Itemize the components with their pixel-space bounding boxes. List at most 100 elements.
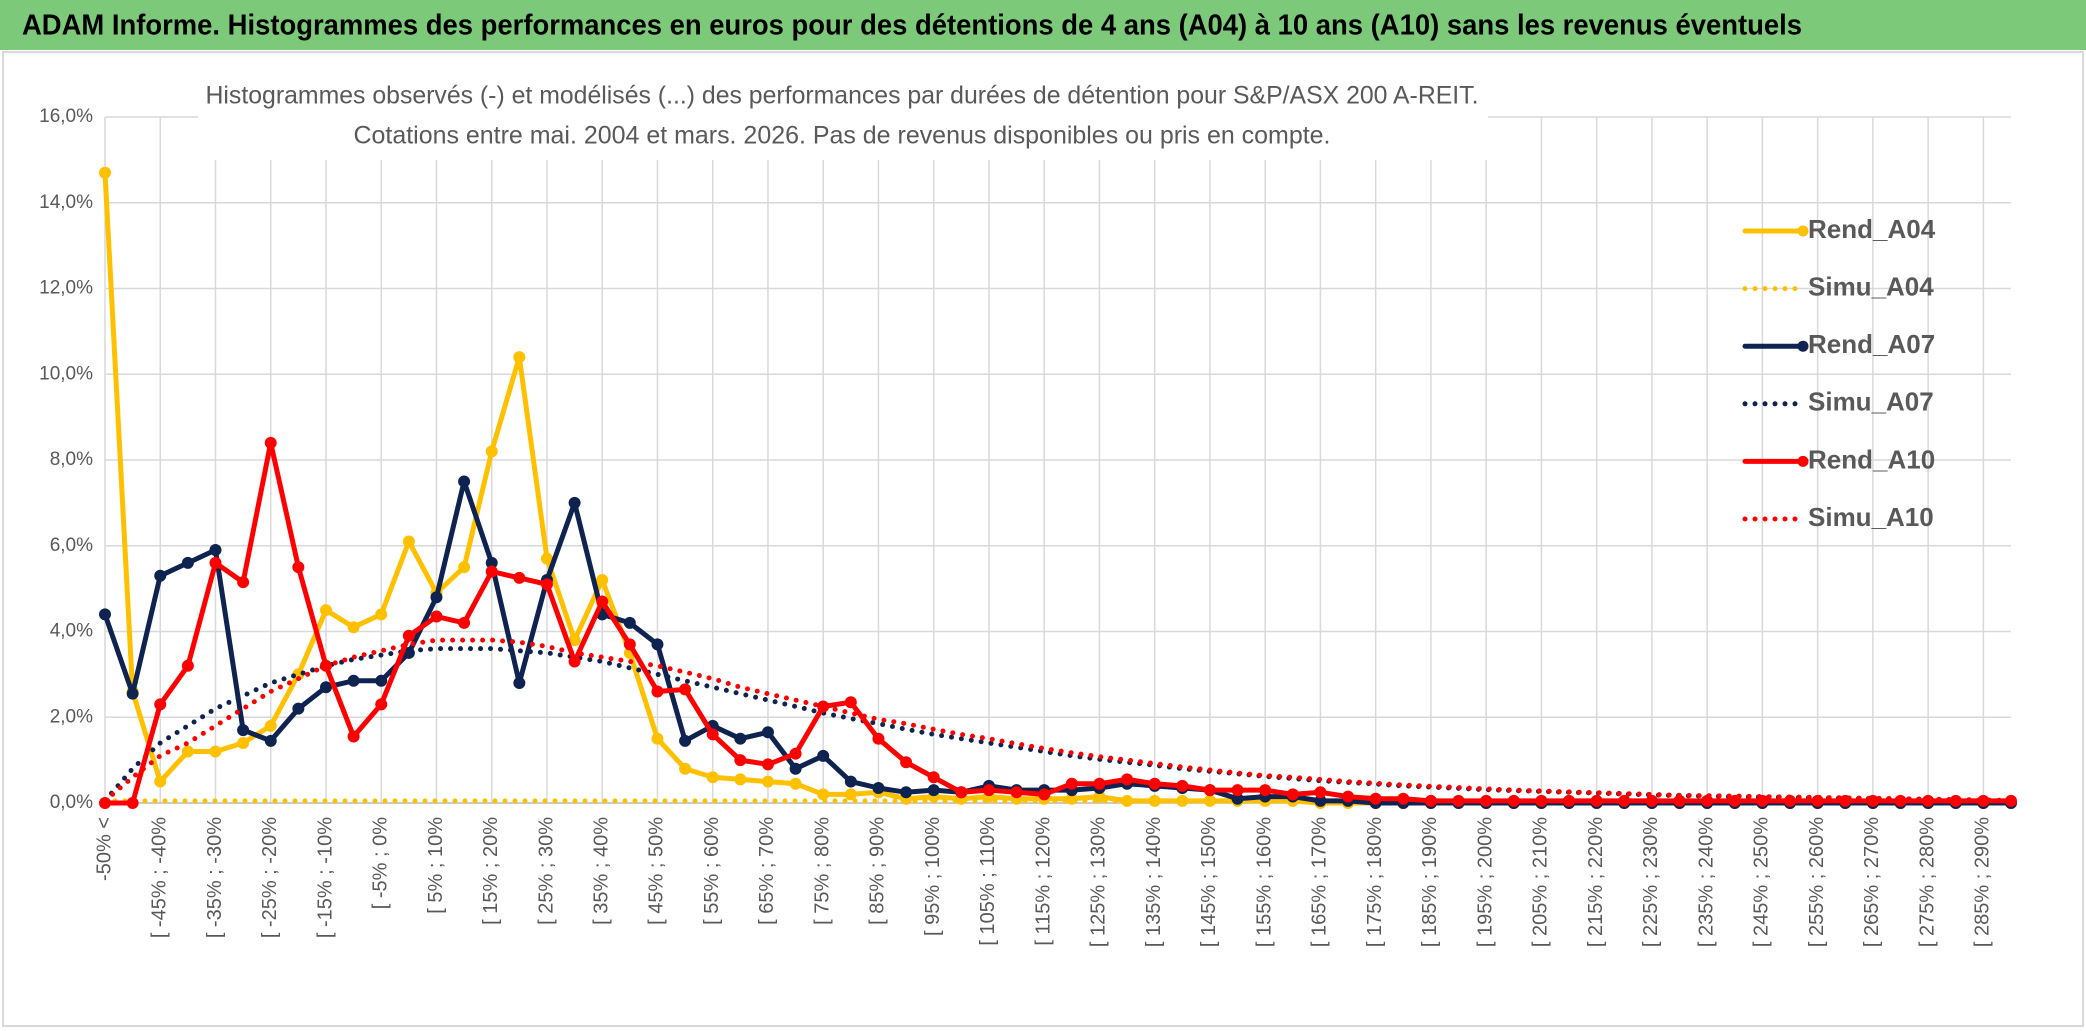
- series-line: [102, 646, 2014, 804]
- data-point: [154, 775, 167, 788]
- data-point: [292, 561, 305, 574]
- data-point: [761, 758, 774, 771]
- y-tick-label: 8,0%: [50, 449, 93, 470]
- data-point: [292, 702, 305, 715]
- data-point: [679, 762, 692, 775]
- data-point: [955, 786, 968, 799]
- data-point: [734, 732, 747, 745]
- data-point: [1728, 794, 1741, 807]
- x-tick-label: [ -35% ; -30%: [204, 817, 226, 938]
- data-point: [1203, 784, 1216, 797]
- data-point: [1148, 777, 1161, 790]
- data-point: [458, 616, 471, 629]
- data-point: [1065, 777, 1078, 790]
- x-tick-label: [ -25% ; -20%: [259, 817, 281, 938]
- x-tick-label: [ 15% ; 20%: [480, 817, 502, 925]
- data-point: [181, 659, 194, 672]
- data-point: [347, 674, 360, 687]
- x-tick-label: [ 25% ; 30%: [535, 817, 557, 925]
- data-point: [154, 569, 167, 582]
- data-point: [1480, 794, 1493, 807]
- data-point: [99, 166, 111, 179]
- data-point: [126, 687, 139, 700]
- y-tick-label: 4,0%: [50, 621, 93, 642]
- header-bar: [0, 0, 2086, 50]
- data-point: [209, 544, 222, 557]
- data-point: [513, 351, 526, 364]
- data-point: [623, 638, 636, 651]
- y-tick-label: 6,0%: [50, 535, 93, 556]
- data-point: [1259, 784, 1272, 797]
- x-tick-label: [ 175% ; 180%: [1364, 817, 1386, 947]
- data-point: [375, 674, 388, 687]
- data-point: [900, 786, 913, 799]
- data-point: [1093, 777, 1106, 790]
- x-tick-label: [ 75% ; 80%: [811, 817, 833, 925]
- data-point: [761, 775, 774, 788]
- series-line: [102, 637, 2014, 804]
- data-point: [402, 629, 415, 642]
- y-tick-label: 10,0%: [39, 363, 93, 384]
- data-point: [319, 604, 332, 617]
- x-tick-label: [ 145% ; 150%: [1198, 817, 1220, 947]
- data-point: [264, 719, 277, 732]
- data-point: [596, 574, 609, 587]
- data-point: [844, 696, 857, 709]
- legend-marker: [1797, 340, 1809, 352]
- data-point: [1397, 792, 1410, 805]
- x-tick-label: [ 265% ; 270%: [1861, 817, 1883, 947]
- data-point: [347, 730, 360, 743]
- data-point: [568, 496, 581, 509]
- data-point: [789, 762, 802, 775]
- x-tick-label: [ 275% ; 280%: [1916, 817, 1938, 947]
- legend-marker: [1797, 455, 1809, 467]
- data-point: [900, 756, 913, 769]
- data-point: [679, 683, 692, 696]
- x-tick-label: [ -15% ; -10%: [314, 817, 336, 938]
- x-tick-label: [ 205% ; 210%: [1530, 817, 1552, 947]
- x-tick-label: [ 55% ; 60%: [701, 817, 723, 925]
- x-tick-label: [ 225% ; 230%: [1640, 817, 1662, 947]
- title-background: [198, 74, 1488, 160]
- data-point: [651, 638, 664, 651]
- x-tick-label: [ 135% ; 140%: [1143, 817, 1165, 947]
- x-tick-label: -50% <: [93, 817, 115, 881]
- data-point: [99, 608, 111, 621]
- data-point: [789, 777, 802, 790]
- data-point: [1535, 794, 1548, 807]
- data-point: [1286, 788, 1299, 801]
- series-line: [102, 440, 2014, 806]
- data-point: [375, 608, 388, 621]
- data-point: [264, 436, 277, 449]
- x-tick-label: [ -45% ; -40%: [149, 817, 171, 938]
- x-tick-label: [ -5% ; 0%: [370, 817, 392, 909]
- data-point: [706, 728, 719, 741]
- data-point: [513, 571, 526, 584]
- data-point: [789, 747, 802, 760]
- y-tick-label: 16,0%: [39, 106, 93, 127]
- x-tick-label: [ 5% ; 10%: [425, 817, 447, 914]
- data-point: [817, 749, 830, 762]
- x-tick-label: [ 255% ; 260%: [1806, 817, 1828, 947]
- x-tick-label: [ 125% ; 130%: [1088, 817, 1110, 947]
- y-tick-label: 14,0%: [39, 192, 93, 213]
- data-point: [458, 561, 471, 574]
- legend-label: Rend_A10: [1808, 444, 1935, 474]
- x-tick-label: [ 165% ; 170%: [1309, 817, 1331, 947]
- data-point: [844, 788, 857, 801]
- data-point: [1563, 794, 1576, 807]
- data-point: [237, 576, 250, 589]
- legend-marker: [1797, 225, 1809, 237]
- data-point: [1121, 773, 1134, 786]
- x-tick-label: [ 155% ; 160%: [1253, 817, 1275, 947]
- data-point: [1590, 794, 1603, 807]
- data-point: [513, 676, 526, 689]
- data-point: [485, 565, 498, 578]
- data-point: [1645, 794, 1658, 807]
- x-tick-label: [ 245% ; 250%: [1751, 817, 1773, 947]
- data-point: [872, 732, 885, 745]
- data-point: [1507, 794, 1520, 807]
- legend-label: Rend_A04: [1808, 214, 1936, 244]
